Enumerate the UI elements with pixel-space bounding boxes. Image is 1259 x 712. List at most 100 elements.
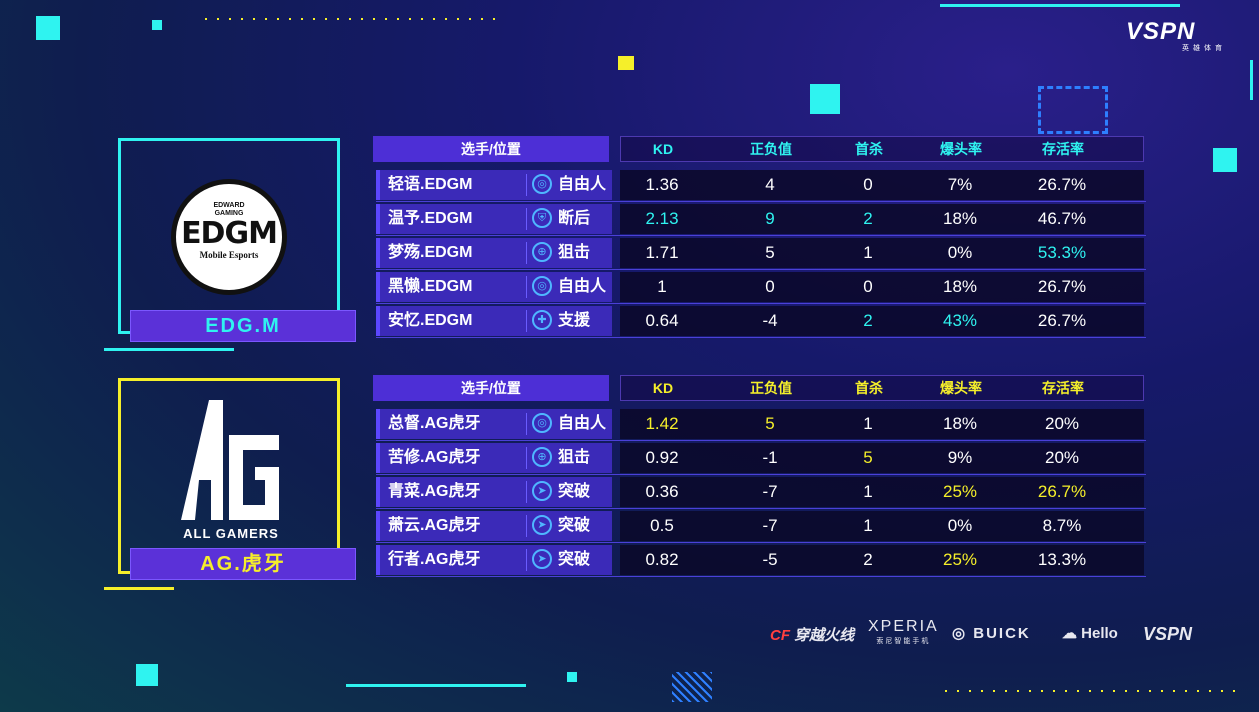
- stat-hs: 0%: [947, 243, 973, 262]
- sponsor-crossfire: CF 穿越火线: [770, 627, 855, 644]
- stat-fk: 0: [863, 175, 873, 194]
- stat-kd: 0.64: [645, 311, 679, 330]
- stat-pm: 5: [765, 414, 775, 433]
- player-stats-row: 0.92 -1 5 9% 20%: [620, 443, 1144, 473]
- stat-columns-header: KD 正负值 首杀 爆头率 存活率: [620, 136, 1144, 162]
- deco-square: [36, 16, 60, 40]
- stat-pm: -7: [762, 516, 778, 535]
- player-stats-row: 0.64 -4 2 43% 26.7%: [620, 306, 1144, 336]
- player-row-label: 黑懒.EDGM ◎ 自由人: [376, 272, 612, 302]
- player-column-header: 选手/位置: [373, 136, 609, 162]
- stat-sv: 26.7%: [1037, 175, 1087, 194]
- scope-icon: ⊕: [532, 242, 552, 262]
- stat-hs: 43%: [942, 311, 978, 330]
- stat-pm: 9: [765, 209, 775, 228]
- player-name: 安忆.EDGM: [388, 312, 473, 329]
- column-header-pm: 正负值: [750, 380, 792, 396]
- stat-kd: 1.71: [645, 243, 679, 262]
- player-position: 自由人: [558, 415, 607, 432]
- player-name: 萧云.AG虎牙: [388, 517, 481, 534]
- stat-hs: 9%: [947, 448, 973, 467]
- player-position: 自由人: [558, 278, 607, 295]
- stat-sv: 46.7%: [1037, 209, 1087, 228]
- stat-kd: 1: [657, 277, 667, 296]
- stat-pm: -1: [762, 448, 778, 467]
- column-header-fk: 首杀: [855, 380, 883, 396]
- player-row-label: 行者.AG虎牙 ➤ 突破: [376, 545, 612, 575]
- deco-line: [940, 4, 1180, 7]
- player-stats-row: 0.5 -7 1 0% 8.7%: [620, 511, 1144, 541]
- crosshair-icon: ◎: [532, 276, 552, 296]
- column-header-kd: KD: [652, 380, 674, 396]
- stat-sv: 13.3%: [1037, 550, 1087, 569]
- stat-sv: 20%: [1044, 414, 1080, 433]
- player-name: 青菜.AG虎牙: [388, 483, 481, 500]
- player-row-label: 轻语.EDGM ◎ 自由人: [376, 170, 612, 200]
- runner-icon: ➤: [532, 481, 552, 501]
- row-separator: [526, 310, 527, 332]
- stat-kd: 0.92: [645, 448, 679, 467]
- row-divider: [376, 337, 1146, 338]
- deco-square: [618, 56, 634, 70]
- crosshair-icon: ◎: [532, 413, 552, 433]
- column-header-fk: 首杀: [855, 141, 883, 157]
- player-stats-row: 1.42 5 1 18% 20%: [620, 409, 1144, 439]
- player-stats-row: 1 0 0 18% 26.7%: [620, 272, 1144, 302]
- player-name: 黑懒.EDGM: [388, 278, 473, 295]
- player-position: 支援: [558, 312, 591, 329]
- stat-hs: 25%: [942, 482, 978, 501]
- deco-square: [1213, 148, 1237, 172]
- runner-icon: ➤: [532, 549, 552, 569]
- stat-columns-header: KD 正负值 首杀 爆头率 存活率: [620, 375, 1144, 401]
- player-stats-row: 1.71 5 1 0% 53.3%: [620, 238, 1144, 268]
- stat-fk: 5: [863, 448, 873, 467]
- runner-icon: ➤: [532, 515, 552, 535]
- column-header-pm: 正负值: [750, 141, 792, 157]
- deco-square: [810, 84, 840, 114]
- stat-sv: 8.7%: [1042, 516, 1082, 535]
- player-row-label: 安忆.EDGM ✚ 支援: [376, 306, 612, 336]
- stat-fk: 2: [863, 550, 873, 569]
- stat-hs: 7%: [947, 175, 973, 194]
- stat-sv: 26.7%: [1037, 311, 1087, 330]
- player-position: 突破: [558, 551, 591, 568]
- row-separator: [526, 208, 527, 230]
- deco-square: [152, 20, 162, 30]
- stat-fk: 1: [863, 516, 873, 535]
- stat-pm: -4: [762, 311, 778, 330]
- support-icon: ✚: [532, 310, 552, 330]
- vspn-logo: VSPN 英雄体育: [1126, 18, 1226, 52]
- player-stats-row: 1.36 4 0 7% 26.7%: [620, 170, 1144, 200]
- edg-logo: EDWARD GAMING EDGM Mobile Esports: [171, 179, 287, 295]
- row-divider: [376, 235, 1146, 236]
- edg-team-card: EDWARD GAMING EDGM Mobile Esports: [118, 138, 340, 334]
- player-position: 自由人: [558, 176, 607, 193]
- column-header-hs: 爆头率: [940, 380, 982, 396]
- deco-line: [1250, 60, 1253, 100]
- player-name: 苦修.AG虎牙: [388, 449, 481, 466]
- stat-sv: 20%: [1044, 448, 1080, 467]
- row-divider: [376, 201, 1146, 202]
- row-separator: [526, 276, 527, 298]
- shield-icon: ⛨: [532, 208, 552, 228]
- stat-hs: 0%: [947, 516, 973, 535]
- column-header-hs: 爆头率: [940, 141, 982, 157]
- player-row-label: 温予.EDGM ⛨ 断后: [376, 204, 612, 234]
- stat-fk: 1: [863, 243, 873, 262]
- stat-hs: 18%: [942, 209, 978, 228]
- player-stats-row: 2.13 9 2 18% 46.7%: [620, 204, 1144, 234]
- player-position: 突破: [558, 517, 591, 534]
- deco-line: [346, 684, 526, 687]
- player-row-label: 梦殇.EDGM ⊕ 狙击: [376, 238, 612, 268]
- row-divider: [376, 303, 1146, 304]
- stat-fk: 1: [863, 482, 873, 501]
- deco-dashline: [205, 18, 500, 20]
- sponsor-buick: ◎ BUICK: [952, 625, 1031, 642]
- stat-fk: 2: [863, 209, 873, 228]
- stat-kd: 2.13: [645, 209, 679, 228]
- row-separator: [526, 447, 527, 469]
- player-position: 狙击: [558, 449, 591, 466]
- edg-team-name: EDG.M: [130, 310, 356, 342]
- edg-underline: [104, 348, 234, 351]
- player-position: 突破: [558, 483, 591, 500]
